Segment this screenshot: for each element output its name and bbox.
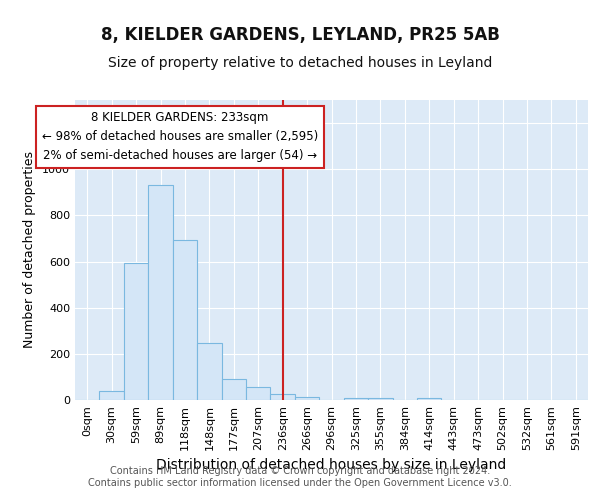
Bar — [197, 343, 221, 400]
Bar — [368, 398, 392, 400]
Bar — [271, 394, 295, 400]
Text: 8, KIELDER GARDENS, LEYLAND, PR25 5AB: 8, KIELDER GARDENS, LEYLAND, PR25 5AB — [101, 26, 499, 44]
Text: Size of property relative to detached houses in Leyland: Size of property relative to detached ho… — [108, 56, 492, 70]
Bar — [246, 387, 271, 400]
Bar — [148, 186, 173, 400]
Text: 8 KIELDER GARDENS: 233sqm
← 98% of detached houses are smaller (2,595)
2% of sem: 8 KIELDER GARDENS: 233sqm ← 98% of detac… — [42, 112, 318, 162]
Y-axis label: Number of detached properties: Number of detached properties — [23, 152, 37, 348]
Bar — [124, 262, 148, 400]
X-axis label: Distribution of detached houses by size in Leyland: Distribution of detached houses by size … — [157, 458, 506, 472]
Bar — [417, 398, 442, 400]
Bar — [173, 240, 197, 400]
Text: Contains HM Land Registry data © Crown copyright and database right 2024.
Contai: Contains HM Land Registry data © Crown c… — [88, 466, 512, 487]
Bar — [100, 391, 124, 400]
Bar — [221, 379, 246, 400]
Bar — [295, 396, 319, 400]
Bar — [344, 398, 368, 400]
